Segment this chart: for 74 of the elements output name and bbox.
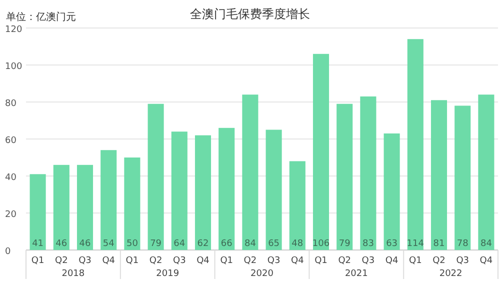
text: 2021 — [344, 269, 368, 279]
bar — [171, 132, 188, 250]
data-label: 64 — [174, 239, 186, 249]
data-label: 106 — [312, 239, 330, 249]
data-label: 62 — [197, 239, 209, 249]
data-label: 78 — [456, 239, 469, 249]
data-label: 84 — [480, 239, 492, 249]
x-tick-label: Q3 — [362, 256, 375, 266]
data-label: 46 — [79, 239, 91, 249]
data-label: 79 — [150, 239, 162, 249]
bar — [242, 94, 258, 250]
bar — [430, 100, 448, 250]
x-tick-label: Q2 — [54, 256, 68, 266]
data-label: 50 — [126, 239, 138, 249]
y-tick-label: 20 — [5, 210, 17, 220]
x-tick-label: Q2 — [338, 256, 352, 266]
x-tick-label: Q3 — [172, 256, 186, 266]
x-tick-label: Q1 — [314, 256, 328, 266]
text: 2022 — [439, 269, 462, 279]
bar — [194, 135, 212, 250]
bar — [312, 54, 330, 250]
data-label: 66 — [220, 239, 233, 249]
x-tick-label: Q3 — [456, 256, 470, 266]
x-tick-label: Q2 — [432, 256, 446, 266]
y-axis-title: 单位：亿澳门元 — [6, 11, 76, 23]
bar — [360, 96, 376, 250]
data-label: 84 — [244, 239, 256, 249]
x-tick-label: Q1 — [126, 256, 139, 266]
y-tick-label: 80 — [5, 99, 17, 109]
y-tick-label: 60 — [5, 136, 17, 146]
bar — [100, 150, 117, 250]
bar — [30, 174, 46, 250]
y-tick-label: 0 — [5, 247, 11, 257]
data-label: 83 — [362, 239, 374, 249]
bar — [478, 94, 494, 250]
x-tick-label: Q4 — [385, 256, 398, 266]
data-label: 46 — [56, 239, 68, 249]
x-tick-label: Q1 — [220, 256, 234, 266]
x-tick-label: Q1 — [408, 256, 422, 266]
bar — [148, 104, 164, 250]
y-tick-label: 40 — [5, 173, 17, 183]
bar — [53, 164, 70, 250]
bar — [407, 39, 424, 250]
x-tick-label: Q4 — [290, 256, 304, 266]
y-tick-label: 100 — [5, 62, 22, 72]
data-label: 41 — [32, 239, 44, 249]
bar — [384, 133, 400, 250]
data-label: 63 — [386, 239, 398, 249]
bar — [454, 106, 471, 250]
x-tick-label: Q3 — [267, 256, 280, 266]
x-tick-label: Q2 — [244, 256, 257, 266]
text: 2019 — [156, 269, 180, 279]
data-label: 114 — [406, 239, 424, 249]
x-tick-label: Q4 — [102, 256, 116, 266]
chart-title: 全澳门毛保费季度增长 — [190, 7, 310, 21]
data-label: 79 — [338, 239, 351, 249]
data-label: 54 — [102, 239, 115, 249]
bar — [289, 161, 306, 250]
data-label: 65 — [268, 239, 280, 249]
y-tick-label: 120 — [5, 25, 22, 35]
bar — [124, 158, 140, 250]
data-label: 81 — [433, 239, 445, 249]
x-tick-label: Q3 — [78, 256, 92, 266]
x-tick-label: Q4 — [196, 256, 210, 266]
x-tick-label: Q1 — [31, 256, 44, 266]
x-tick-label: Q4 — [480, 256, 493, 266]
bar — [76, 164, 94, 250]
x-tick-label: Q2 — [149, 256, 162, 266]
text: 2018 — [62, 269, 85, 279]
bar — [266, 130, 282, 250]
data-label: 48 — [292, 239, 304, 249]
bar — [336, 104, 353, 250]
text: 2020 — [250, 269, 274, 279]
bar — [218, 128, 235, 250]
